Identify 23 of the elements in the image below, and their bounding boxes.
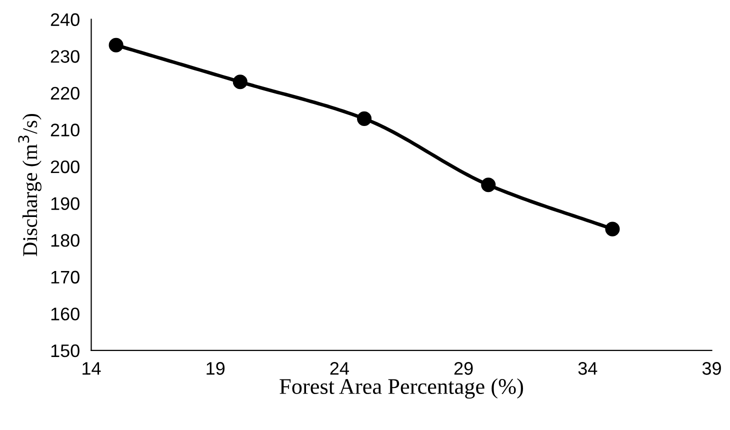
y-tick-label: 230 <box>50 50 80 63</box>
y-axis-title: Discharge (m$^{3}$/s) <box>18 114 42 256</box>
point <box>108 38 124 52</box>
point <box>481 178 496 192</box>
y-tick-label: 160 <box>51 308 80 320</box>
x-tick-label: 19 <box>206 362 225 375</box>
x-axis-title: Forest Area Percentage (%) <box>280 378 523 399</box>
y-tick-label: 180 <box>51 234 80 247</box>
y-tick-label: 210 <box>50 124 80 136</box>
x-tick-label: 24 <box>330 362 349 375</box>
y-tick-label: 190 <box>51 197 80 210</box>
point <box>356 111 372 126</box>
x-tick-label: 14 <box>82 362 101 375</box>
x-tick-label: 34 <box>578 362 598 375</box>
x-tick-label: 29 <box>454 362 473 375</box>
point <box>232 74 248 90</box>
y-tick-label: 200 <box>50 160 80 174</box>
y-tick-label: 220 <box>50 86 80 100</box>
y-tick-label: 170 <box>51 270 80 284</box>
x-tick-label: 39 <box>702 362 721 375</box>
y-tick-label: 240 <box>50 13 80 26</box>
y-tick-label: 150 <box>51 344 80 358</box>
point <box>605 222 620 236</box>
